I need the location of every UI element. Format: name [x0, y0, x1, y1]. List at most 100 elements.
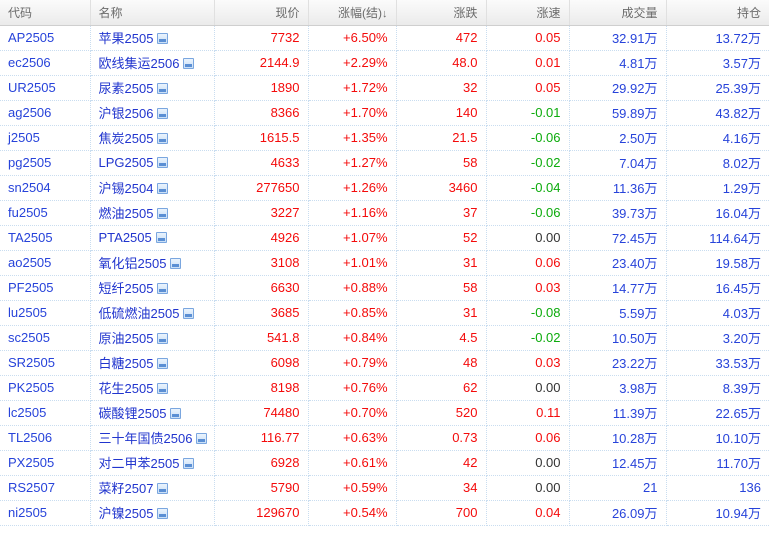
speed-cell: -0.06: [486, 200, 570, 226]
chart-detail-icon[interactable]: [157, 383, 169, 394]
table-row[interactable]: TL2506 三十年国债2506 116.77 +0.63% 0.73 0.06 10.28…: [0, 425, 769, 451]
chart-detail-icon[interactable]: [196, 433, 208, 444]
instrument-name: 花生2505: [98, 381, 154, 396]
table-row[interactable]: ni2505 沪镍2505 129670 +0.54% 700 0.04 26.09万 10.…: [0, 500, 769, 526]
sort-descending-icon: ↓: [382, 7, 388, 20]
chart-detail-icon[interactable]: [157, 508, 169, 519]
table-row[interactable]: pg2505 LPG2505 4633 +1.27% 58 -0.02 7.04万 8.02万: [0, 150, 769, 176]
instrument-name: 原油2505: [98, 331, 154, 346]
table-row[interactable]: PK2505 花生2505 8198 +0.76% 62 0.00 3.98万 8.39万: [0, 375, 769, 401]
table-row[interactable]: sn2504 沪锡2504 277650 +1.26% 3460 -0.04 11.36万 1…: [0, 175, 769, 201]
table-row[interactable]: AP2505 苹果2505 7732 +6.50% 472 0.05 32.91万 13.72…: [0, 25, 769, 51]
table-row[interactable]: ag2506 沪银2506 8366 +1.70% 140 -0.01 59.89万 43.8…: [0, 100, 769, 126]
chart-detail-icon[interactable]: [183, 308, 195, 319]
table-row[interactable]: ao2505 氧化铝2505 3108 +1.01% 31 0.06 23.40万 19.58…: [0, 250, 769, 276]
name-cell: 苹果2505: [90, 25, 215, 51]
code-cell: TA2505: [0, 225, 91, 251]
column-header-change_pct[interactable]: 涨幅(结)↓: [308, 0, 397, 26]
open-interest-cell: 16.45万: [666, 275, 769, 301]
code-cell: sc2505: [0, 325, 91, 351]
instrument-name: 沪镍2505: [98, 506, 154, 521]
open-interest-cell: 16.04万: [666, 200, 769, 226]
speed-cell: 0.00: [486, 225, 570, 251]
chart-detail-icon[interactable]: [157, 108, 169, 119]
speed-cell: -0.02: [486, 325, 570, 351]
open-interest-cell: 22.65万: [666, 400, 769, 426]
change-pct-cell: +1.35%: [308, 125, 397, 151]
price-cell: 5790: [214, 475, 309, 501]
chart-detail-icon[interactable]: [157, 333, 169, 344]
instrument-name: 沪银2506: [98, 106, 154, 121]
price-cell: 74480: [214, 400, 309, 426]
price-cell: 8366: [214, 100, 309, 126]
column-header-open_interest[interactable]: 持仓: [666, 0, 769, 26]
table-row[interactable]: UR2505 尿素2505 1890 +1.72% 32 0.05 29.92万 25.39万: [0, 75, 769, 101]
speed-cell: 0.11: [486, 400, 570, 426]
chart-detail-icon[interactable]: [157, 157, 169, 168]
change-pct-cell: +0.54%: [308, 500, 397, 526]
name-cell: 原油2505: [90, 325, 215, 351]
volume-cell: 39.73万: [569, 200, 667, 226]
code-cell: ag2506: [0, 100, 91, 126]
column-header-volume[interactable]: 成交量: [569, 0, 667, 26]
column-header-speed[interactable]: 涨速: [486, 0, 570, 26]
name-cell: 低硫燃油2505: [90, 300, 215, 326]
chart-detail-icon[interactable]: [183, 58, 195, 69]
open-interest-cell: 43.82万: [666, 100, 769, 126]
open-interest-cell: 25.39万: [666, 75, 769, 101]
instrument-name: 短纤2505: [98, 281, 154, 296]
table-row[interactable]: SR2505 白糖2505 6098 +0.79% 48 0.03 23.22万 33.53万: [0, 350, 769, 376]
price-cell: 6098: [214, 350, 309, 376]
column-header-code[interactable]: 代码: [0, 0, 91, 26]
price-cell: 3685: [214, 300, 309, 326]
chart-detail-icon[interactable]: [170, 258, 182, 269]
open-interest-cell: 33.53万: [666, 350, 769, 376]
name-cell: 沪镍2505: [90, 500, 215, 526]
table-row[interactable]: sc2505 原油2505 541.8 +0.84% 4.5 -0.02 10.50万 3.2…: [0, 325, 769, 351]
column-header-price[interactable]: 现价: [214, 0, 309, 26]
column-header-name[interactable]: 名称: [90, 0, 215, 26]
chart-detail-icon[interactable]: [157, 33, 169, 44]
table-row[interactable]: lc2505 碳酸锂2505 74480 +0.70% 520 0.11 11.39万 22.…: [0, 400, 769, 426]
chart-detail-icon[interactable]: [157, 183, 169, 194]
chart-detail-icon[interactable]: [157, 133, 169, 144]
header-row: 代码 名称 现价 涨幅(结)↓ 涨跌 涨速 成交量 持仓: [0, 0, 769, 26]
table-row[interactable]: RS2507 菜籽2507 5790 +0.59% 34 0.00 21 136: [0, 475, 769, 501]
open-interest-cell: 1.29万: [666, 175, 769, 201]
change-pct-cell: +0.79%: [308, 350, 397, 376]
table-row[interactable]: fu2505 燃油2505 3227 +1.16% 37 -0.06 39.73万 16.04…: [0, 200, 769, 226]
code-cell: TL2506: [0, 425, 91, 451]
change-cell: 0.73: [396, 425, 487, 451]
table-row[interactable]: lu2505 低硫燃油2505 3685 +0.85% 31 -0.08 5.59万 4.03…: [0, 300, 769, 326]
chart-detail-icon[interactable]: [157, 83, 169, 94]
instrument-name: 欧线集运2506: [98, 56, 180, 71]
speed-cell: 0.06: [486, 425, 570, 451]
chart-detail-icon[interactable]: [183, 458, 195, 469]
change-pct-cell: +0.61%: [308, 450, 397, 476]
code-cell: SR2505: [0, 350, 91, 376]
code-cell: RS2507: [0, 475, 91, 501]
change-cell: 31: [396, 300, 487, 326]
table-row[interactable]: PF2505 短纤2505 6630 +0.88% 58 0.03 14.77万 16.45万: [0, 275, 769, 301]
speed-cell: 0.03: [486, 275, 570, 301]
chart-detail-icon[interactable]: [157, 283, 169, 294]
volume-cell: 29.92万: [569, 75, 667, 101]
price-cell: 6630: [214, 275, 309, 301]
table-row[interactable]: PX2505 对二甲苯2505 6928 +0.61% 42 0.00 12.45万 11.7…: [0, 450, 769, 476]
table-row[interactable]: ec2506 欧线集运2506 2144.9 +2.29% 48.0 0.01 4.81万 3…: [0, 50, 769, 76]
chart-detail-icon[interactable]: [157, 483, 169, 494]
instrument-name: 白糖2505: [98, 356, 154, 371]
price-cell: 1890: [214, 75, 309, 101]
table-row[interactable]: TA2505 PTA2505 4926 +1.07% 52 0.00 72.45万 114.6…: [0, 225, 769, 251]
change-cell: 58: [396, 275, 487, 301]
change-cell: 700: [396, 500, 487, 526]
speed-cell: 0.04: [486, 500, 570, 526]
name-cell: 对二甲苯2505: [90, 450, 215, 476]
chart-detail-icon[interactable]: [155, 232, 167, 243]
chart-detail-icon[interactable]: [157, 208, 169, 219]
change-pct-cell: +0.84%: [308, 325, 397, 351]
column-header-change[interactable]: 涨跌: [396, 0, 487, 26]
chart-detail-icon[interactable]: [170, 408, 182, 419]
table-row[interactable]: j2505 焦炭2505 1615.5 +1.35% 21.5 -0.06 2.50万 4.1…: [0, 125, 769, 151]
chart-detail-icon[interactable]: [157, 358, 169, 369]
